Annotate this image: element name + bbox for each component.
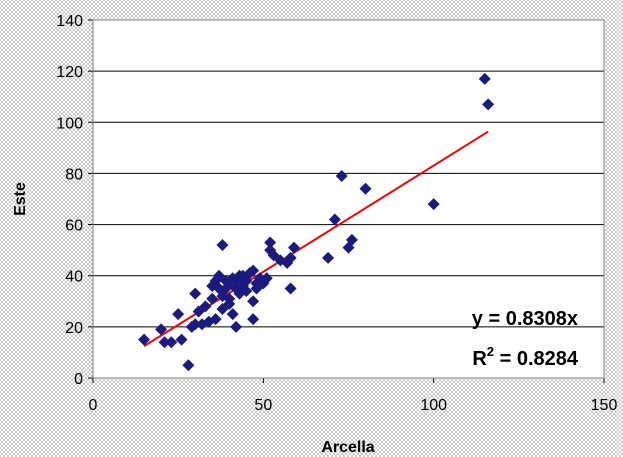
y-tick-label-40: 40 xyxy=(65,269,83,286)
trendline-equation: y = 0.8308x xyxy=(472,308,578,330)
data-point-9 xyxy=(189,287,202,300)
x-axis-title: Arcella xyxy=(321,439,374,456)
data-point-58 xyxy=(335,169,348,182)
y-axis-title: Este xyxy=(12,182,29,216)
data-point-6 xyxy=(182,359,195,372)
data-point-41 xyxy=(247,295,260,308)
y-tick-label-20: 20 xyxy=(65,320,83,337)
data-point-22 xyxy=(216,239,229,252)
data-point-40 xyxy=(247,313,260,326)
r-squared-label: R2 = 0.8284 xyxy=(472,344,579,370)
x-axis-ticks: 0 50 100 150 xyxy=(89,378,618,414)
data-point-60 xyxy=(345,233,358,246)
r-squared-value: = 0.8284 xyxy=(494,348,579,370)
y-tick-label-140: 140 xyxy=(56,13,83,30)
y-tick-label-60: 60 xyxy=(65,218,83,235)
r-squared-letter: R xyxy=(472,348,487,370)
y-tick-label-100: 100 xyxy=(56,115,83,132)
y-axis-ticks: 0 20 40 60 80 100 120 140 xyxy=(56,13,93,388)
x-tick-label-150: 150 xyxy=(591,397,618,414)
data-point-63 xyxy=(478,72,491,85)
data-point-64 xyxy=(482,98,495,111)
r-squared-exponent: 2 xyxy=(487,344,494,359)
data-point-54 xyxy=(284,282,297,295)
data-point-4 xyxy=(172,308,185,321)
data-point-48 xyxy=(264,236,277,249)
data-point-8 xyxy=(189,318,202,331)
data-point-28 xyxy=(226,308,239,321)
x-tick-label-100: 100 xyxy=(420,397,447,414)
data-point-16 xyxy=(209,313,222,326)
data-point-55 xyxy=(287,241,300,254)
data-point-57 xyxy=(328,213,341,226)
data-point-5 xyxy=(175,333,188,346)
data-point-0 xyxy=(138,333,151,346)
data-point-53 xyxy=(284,251,297,264)
data-point-47 xyxy=(260,272,273,285)
y-tick-label-0: 0 xyxy=(74,371,83,388)
data-point-56 xyxy=(322,251,335,264)
data-point-3 xyxy=(165,336,178,349)
data-point-15 xyxy=(206,292,219,305)
data-point-62 xyxy=(427,198,440,211)
data-point-61 xyxy=(359,182,372,195)
data-point-12 xyxy=(199,300,212,313)
data-points xyxy=(138,72,495,372)
data-point-37 xyxy=(240,285,253,298)
data-point-2 xyxy=(158,336,171,349)
plot-border xyxy=(92,19,605,379)
gridlines xyxy=(93,70,604,328)
data-point-30 xyxy=(230,320,243,333)
x-tick-label-0: 0 xyxy=(89,397,98,414)
data-point-27 xyxy=(223,292,236,305)
data-point-1 xyxy=(155,323,168,336)
y-tick-label-80: 80 xyxy=(65,166,83,183)
y-tick-label-120: 120 xyxy=(56,64,83,81)
x-tick-label-50: 50 xyxy=(254,397,272,414)
data-point-42 xyxy=(247,264,260,277)
